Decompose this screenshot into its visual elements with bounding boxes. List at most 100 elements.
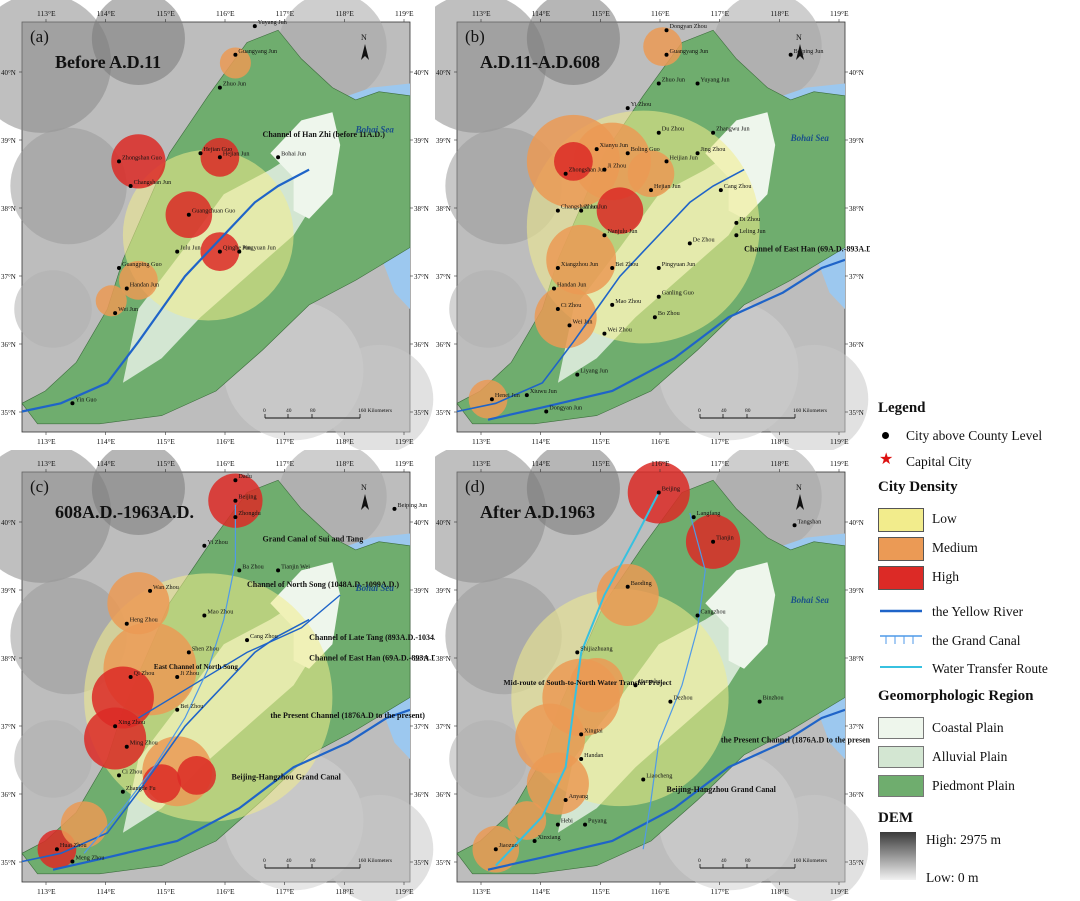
city-label: Pingyuan Jun — [662, 261, 696, 268]
city-dot — [711, 130, 716, 135]
lat-tick-label: 36°N — [849, 341, 864, 349]
city-dot — [217, 85, 222, 90]
city-dot — [70, 859, 75, 864]
city-dot — [124, 744, 129, 749]
city-label: Liaocheng — [646, 773, 672, 780]
city-label: Zhangde Fu — [126, 785, 156, 792]
piedmont-plain-swatch — [878, 775, 924, 797]
city-dot — [579, 757, 584, 761]
map-annotation: the Present Channel (1876A.D to the pres… — [721, 736, 870, 745]
density-medium-area — [596, 563, 659, 627]
north-label: N — [361, 483, 367, 492]
city-dot — [610, 302, 615, 307]
city-label: Changshan Jun — [134, 179, 172, 186]
city-dot — [245, 638, 250, 643]
city-label: Anyang — [569, 793, 589, 800]
legend-dem-low: Low: 0 m — [926, 870, 979, 885]
lon-tick-label: 113°E — [37, 9, 56, 18]
lon-tick-label: 114°E — [97, 9, 116, 18]
scalebar-label: 80 — [310, 858, 316, 864]
city-label: Shen Zhou — [192, 645, 219, 652]
lon-tick-label: 118°E — [770, 9, 789, 18]
lon-tick-label: 119°E — [830, 437, 849, 446]
city-label: Du Zhou — [662, 126, 684, 133]
city-dot — [198, 151, 203, 156]
lon-tick-label: 119°E — [395, 437, 414, 446]
city-dot — [563, 171, 568, 176]
lon-tick-label: 118°E — [335, 887, 354, 896]
scalebar-label: 40 — [721, 408, 727, 414]
city-dot — [124, 286, 129, 291]
lat-tick-label: 39°N — [414, 587, 429, 595]
panel-label: (b) — [465, 27, 485, 46]
lat-tick-label: 39°N — [849, 587, 864, 595]
city-dot — [124, 621, 129, 626]
city-label: Meng Zhou — [75, 855, 104, 862]
city-dot — [117, 159, 121, 164]
city-dot — [555, 208, 560, 213]
city-dot — [691, 515, 696, 520]
city-dot — [625, 584, 630, 589]
lon-tick-label: 117°E — [711, 887, 730, 896]
city-dot — [718, 188, 723, 193]
map-annotation: Channel of Late Tang (893A.D.-1034A.D.) — [309, 633, 435, 642]
city-dot — [563, 798, 568, 802]
city-label: Bei Zhou — [615, 261, 638, 268]
lat-tick-label: 35°N — [1, 859, 16, 867]
city-label: Zhuo Jun — [223, 81, 246, 88]
city-label: Zhongshan Guo — [122, 154, 162, 161]
lon-tick-label: 118°E — [335, 9, 354, 18]
city-label: Yi Zhou — [207, 539, 227, 546]
lat-tick-label: 39°N — [436, 137, 451, 145]
lon-tick-label: 118°E — [335, 459, 354, 468]
lon-tick-label: 116°E — [216, 9, 235, 18]
map-annotation: Bohai Sea — [790, 595, 830, 605]
city-label: Hebi — [561, 818, 573, 825]
scalebar-label: 160 Kilometers — [358, 408, 392, 414]
city-label: Bohai Jun — [281, 150, 306, 157]
lon-tick-label: 116°E — [651, 887, 670, 896]
lat-tick-label: 35°N — [436, 409, 451, 417]
map-annotation: Channel of North Song (1048A.D.-1099A.D.… — [247, 580, 399, 589]
scalebar-label: 0 — [698, 858, 701, 864]
city-label: Yuyang Jun — [258, 19, 287, 26]
city-dot — [544, 409, 549, 414]
city-dot — [594, 147, 599, 152]
density-medium-area — [534, 286, 597, 349]
city-dot — [602, 331, 607, 336]
city-label: Bo Zhou — [658, 310, 680, 317]
density-high-area — [111, 134, 166, 189]
map-annotation: Channel of East Han (69A.D.-893A.D.) — [309, 654, 435, 663]
city-label: Changshan Jun — [561, 204, 599, 211]
lat-tick-label: 38°N — [1, 655, 16, 663]
lat-tick-label: 40°N — [1, 519, 16, 527]
city-dot — [625, 151, 630, 156]
lat-tick-label: 37°N — [849, 273, 864, 281]
city-dot — [656, 294, 661, 299]
city-dot — [489, 397, 494, 402]
city-label: Ba Zhou — [242, 563, 263, 570]
north-label: N — [796, 33, 802, 42]
city-label: Yin Guo — [75, 396, 96, 403]
lat-tick-label: 35°N — [849, 409, 864, 417]
north-label: N — [361, 33, 367, 42]
lat-tick-label: 35°N — [436, 859, 451, 867]
map-annotation: Mid-route of South-to-North Water Transf… — [504, 678, 672, 687]
city-label: Handan — [584, 752, 603, 759]
city-dot — [175, 707, 180, 712]
yellow-river-old-channel — [456, 168, 745, 413]
lon-tick-label: 115°E — [591, 887, 610, 896]
city-dot — [579, 208, 584, 213]
density-low-area — [122, 149, 294, 321]
city-dot — [252, 24, 257, 29]
density-medium-area — [507, 801, 547, 840]
scalebar-label: 40 — [721, 858, 727, 864]
lat-tick-label: 38°N — [1, 205, 16, 213]
city-label: Beiping Jun — [397, 502, 427, 509]
city-dot — [788, 52, 793, 57]
city-dot — [555, 307, 560, 311]
city-dot — [656, 81, 661, 86]
city-dot — [233, 478, 238, 483]
city-dot — [186, 212, 191, 217]
city-dot — [583, 822, 588, 827]
